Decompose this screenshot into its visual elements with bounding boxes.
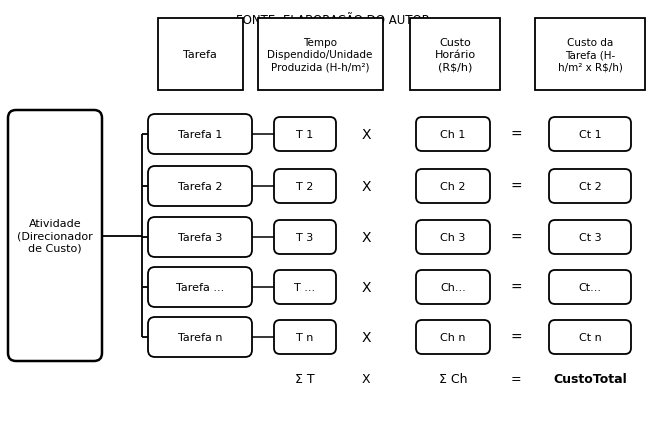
Text: Tarefa 1: Tarefa 1 [178,130,222,140]
FancyBboxPatch shape [148,317,252,357]
FancyBboxPatch shape [274,320,336,354]
Text: =: = [510,280,522,294]
Text: CustoTotal: CustoTotal [553,373,627,386]
Text: X: X [361,280,371,294]
Text: Tarefa n: Tarefa n [178,332,222,342]
FancyBboxPatch shape [274,270,336,304]
Text: Σ Ch: Σ Ch [439,373,467,386]
Text: Custo
Horário
(R$/h): Custo Horário (R$/h) [434,38,475,72]
Text: Atividade
(Direcionador
de Custo): Atividade (Direcionador de Custo) [17,219,93,253]
FancyBboxPatch shape [549,170,631,204]
Bar [257,19,382,91]
Text: Ct 1: Ct 1 [579,130,601,140]
Bar [158,19,243,91]
Text: Ch...: Ch... [440,283,466,293]
Text: =: = [510,180,522,194]
FancyBboxPatch shape [274,170,336,204]
Text: Tempo
Dispendido/Unidade
Produzida (H-h/m²): Tempo Dispendido/Unidade Produzida (H-h/… [267,38,372,72]
FancyBboxPatch shape [416,170,490,204]
Text: X: X [361,230,371,244]
Text: X: X [361,180,371,194]
FancyBboxPatch shape [416,320,490,354]
Text: Ct 2: Ct 2 [579,181,601,191]
Text: T n: T n [297,332,314,342]
FancyBboxPatch shape [148,167,252,207]
Text: Custo da
Tarefa (H-
h/m² x R$/h): Custo da Tarefa (H- h/m² x R$/h) [557,38,622,72]
Text: =: = [510,330,522,344]
Text: Ct 3: Ct 3 [579,233,601,243]
Text: Ch 3: Ch 3 [440,233,465,243]
Text: Tarefa: Tarefa [183,50,217,60]
FancyBboxPatch shape [148,115,252,155]
Text: Σ T: Σ T [295,373,315,386]
Text: Ch n: Ch n [440,332,465,342]
Text: T 3: T 3 [297,233,314,243]
Text: Ch 2: Ch 2 [440,181,465,191]
Text: =: = [510,128,522,141]
Bar [535,19,645,91]
FancyBboxPatch shape [274,220,336,254]
Text: FONTE: ELABORAÇÃO DO AUTOR: FONTE: ELABORAÇÃO DO AUTOR [235,12,430,27]
Bar [410,19,500,91]
FancyBboxPatch shape [549,220,631,254]
Text: Ct n: Ct n [579,332,601,342]
FancyBboxPatch shape [416,118,490,151]
Text: Tarefa ...: Tarefa ... [176,283,224,293]
Text: T 2: T 2 [297,181,314,191]
FancyBboxPatch shape [148,267,252,307]
FancyBboxPatch shape [416,220,490,254]
Text: X: X [361,330,371,344]
Text: X: X [362,373,370,386]
FancyBboxPatch shape [549,270,631,304]
FancyBboxPatch shape [274,118,336,151]
Text: T 1: T 1 [297,130,314,140]
Text: Tarefa 3: Tarefa 3 [178,233,222,243]
FancyBboxPatch shape [416,270,490,304]
Text: Ct...: Ct... [579,283,602,293]
Text: =: = [510,230,522,244]
Text: X: X [361,128,371,141]
FancyBboxPatch shape [8,111,102,361]
FancyBboxPatch shape [148,217,252,257]
Text: T ...: T ... [295,283,316,293]
FancyBboxPatch shape [549,320,631,354]
FancyBboxPatch shape [549,118,631,151]
Text: =: = [511,373,521,386]
Text: Tarefa 2: Tarefa 2 [178,181,222,191]
Text: Ch 1: Ch 1 [440,130,465,140]
